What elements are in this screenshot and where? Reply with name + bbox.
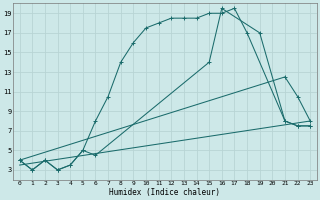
X-axis label: Humidex (Indice chaleur): Humidex (Indice chaleur) — [109, 188, 220, 197]
